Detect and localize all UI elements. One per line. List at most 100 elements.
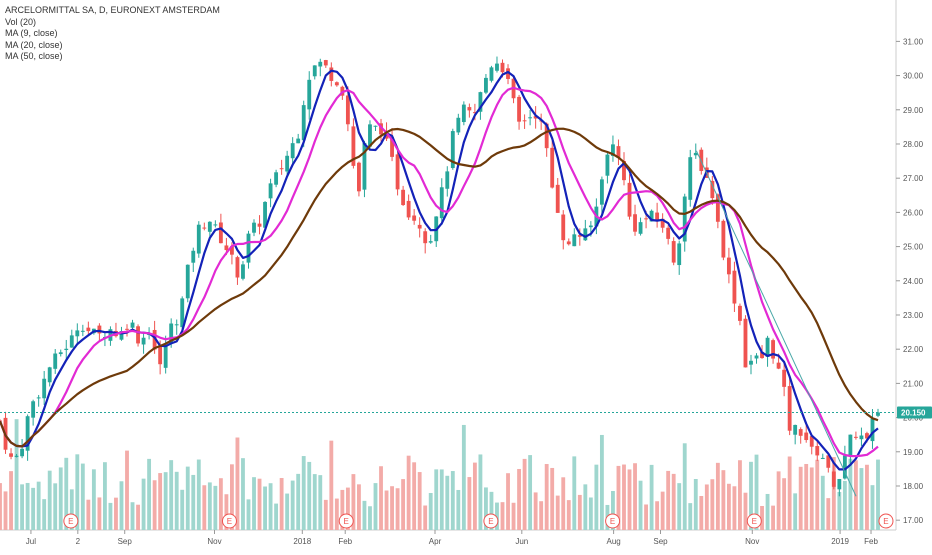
volume-bar (760, 505, 764, 530)
volume-bar (484, 487, 488, 530)
volume-bar (876, 459, 880, 530)
volume-bar (500, 502, 505, 530)
candle-body (130, 322, 135, 328)
earnings-marker-label-6: E (883, 517, 888, 526)
volume-bar (218, 478, 223, 530)
candle-body (20, 448, 25, 457)
volume-bar (588, 497, 593, 530)
volume-bar (616, 465, 621, 530)
candle-body (671, 241, 676, 263)
trendline (695, 150, 857, 497)
candle-body (848, 434, 853, 456)
volume-bar (434, 469, 439, 530)
x-tick-label-2018: 2018 (293, 537, 311, 546)
candle-body (478, 92, 483, 112)
volume-bar (649, 464, 654, 530)
candle-body (622, 160, 626, 181)
candle-body (191, 250, 196, 263)
candle-body (97, 325, 102, 334)
candle-body (285, 155, 290, 172)
candle-body (174, 324, 179, 326)
volume-bar (323, 499, 328, 530)
candle-body (268, 183, 273, 199)
candle-body (252, 222, 256, 233)
candle-body (467, 107, 472, 111)
candle-body (660, 218, 665, 228)
volume-bar (312, 474, 317, 530)
candle-body (202, 227, 207, 229)
volume-bar (174, 471, 179, 530)
volume-bar (25, 482, 30, 530)
volume-bar (257, 478, 262, 530)
candle-body (334, 82, 339, 86)
candle-body (616, 146, 621, 158)
candle-body (263, 201, 267, 228)
candle-body (522, 120, 527, 122)
candle-body (80, 330, 85, 332)
volume-bar (622, 464, 626, 530)
volume-bar (329, 440, 334, 530)
candle-body (64, 348, 69, 351)
volume-bar (345, 487, 350, 530)
volume-bar (290, 480, 295, 530)
volume-bar (401, 479, 406, 530)
chart-legend: ARCELORMITTAL SA, D, EURONEXT AMSTERDAM … (5, 5, 220, 63)
volume-bar (677, 483, 682, 530)
candle-body (506, 68, 510, 79)
candle-body (638, 222, 643, 234)
volume-bar (793, 493, 798, 530)
candle-body (666, 227, 671, 239)
candle-body (528, 117, 533, 119)
volume-bar (86, 499, 91, 530)
candle-body (472, 112, 477, 114)
volume-bar (423, 505, 428, 530)
candle-body (842, 455, 847, 479)
volume-bar (42, 499, 47, 530)
volume-bar (169, 460, 174, 530)
candle-body (710, 180, 715, 199)
volume-bar (815, 459, 820, 530)
volume-bar (566, 500, 571, 530)
earnings-marker-5 (746, 513, 762, 529)
volume-bar (495, 502, 499, 530)
volume-bar (820, 475, 825, 530)
volume-bar (539, 501, 544, 530)
earnings-marker-6 (878, 513, 894, 529)
volume-bar (224, 494, 229, 530)
volume-bar (268, 483, 273, 530)
candle-body (9, 453, 13, 457)
candle-body (793, 424, 798, 435)
volume-bar (445, 475, 450, 530)
candle-body (876, 412, 880, 416)
volume-bar (406, 455, 411, 530)
volume-bar (368, 506, 372, 530)
volume-bar (522, 458, 527, 530)
candle-body (439, 187, 444, 219)
volume-bar (412, 462, 417, 530)
earnings-marker-3 (483, 513, 499, 529)
volume-bar (185, 466, 190, 530)
y-tick-label-24.00: 24.00 (903, 277, 924, 286)
volume-bar (301, 456, 306, 530)
y-tick-label-18.00: 18.00 (903, 482, 924, 491)
candle-body (213, 224, 218, 226)
volume-bar (340, 489, 345, 530)
candle-body (379, 123, 383, 135)
candle-body (31, 401, 36, 418)
volume-bar (307, 461, 312, 530)
candle-body (599, 179, 604, 205)
candle-body (561, 214, 566, 241)
volume-bar (362, 500, 367, 530)
volume-bar (119, 481, 124, 530)
candle-body (351, 126, 356, 166)
candle-body (86, 327, 91, 332)
x-tick-label-Feb: Feb (338, 537, 352, 546)
candle-body (125, 328, 129, 330)
candle-body (588, 225, 593, 228)
x-tick-label-Aug: Aug (606, 537, 620, 546)
candle-body (230, 246, 234, 255)
x-tick-label-Jul: Jul (26, 537, 36, 546)
candle-body (633, 214, 637, 232)
